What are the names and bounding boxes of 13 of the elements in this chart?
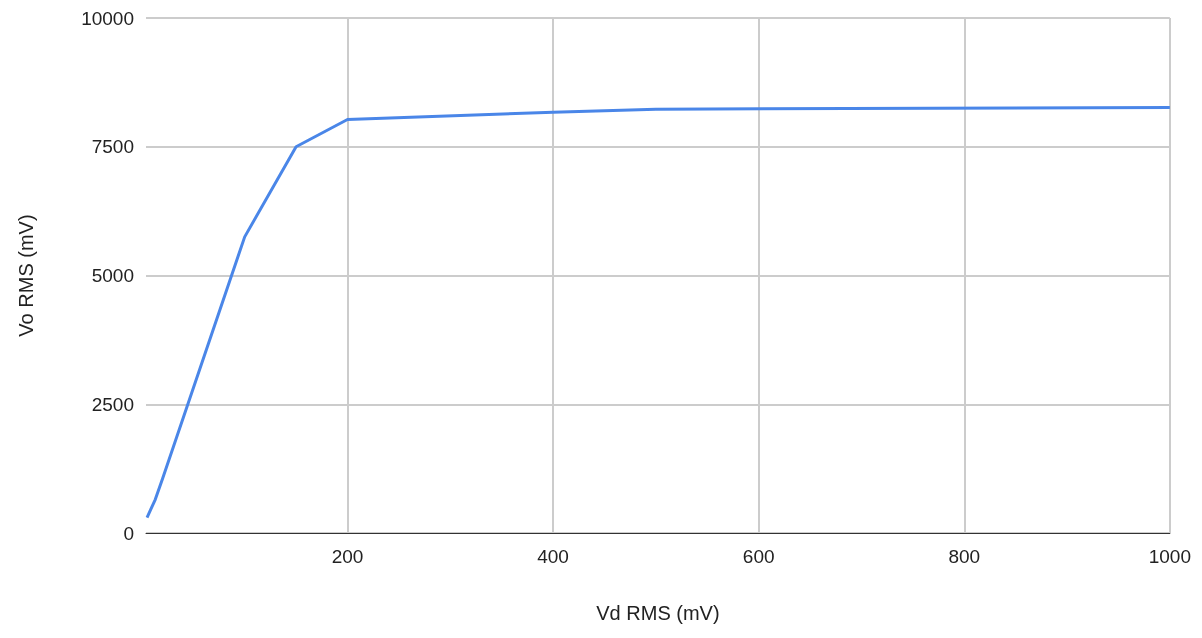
x-tick-label: 200 <box>331 546 364 567</box>
y-tick-label: 0 <box>123 522 134 544</box>
x-tick-label: 400 <box>537 546 569 567</box>
y-tick-label: 5000 <box>91 265 134 286</box>
y-tick-label: 2500 <box>91 393 134 415</box>
y-axis-title: Vo RMS (mV) <box>15 214 37 337</box>
x-axis-title: Vd RMS (mV) <box>596 602 720 624</box>
y-tick-label: 10000 <box>81 7 134 29</box>
y-tick-label: 7500 <box>91 136 134 158</box>
x-tick-label: 800 <box>948 546 981 567</box>
x-tick-label: 1000 <box>1148 546 1192 567</box>
line-series <box>145 106 1172 520</box>
x-tick-label: 600 <box>742 546 775 567</box>
